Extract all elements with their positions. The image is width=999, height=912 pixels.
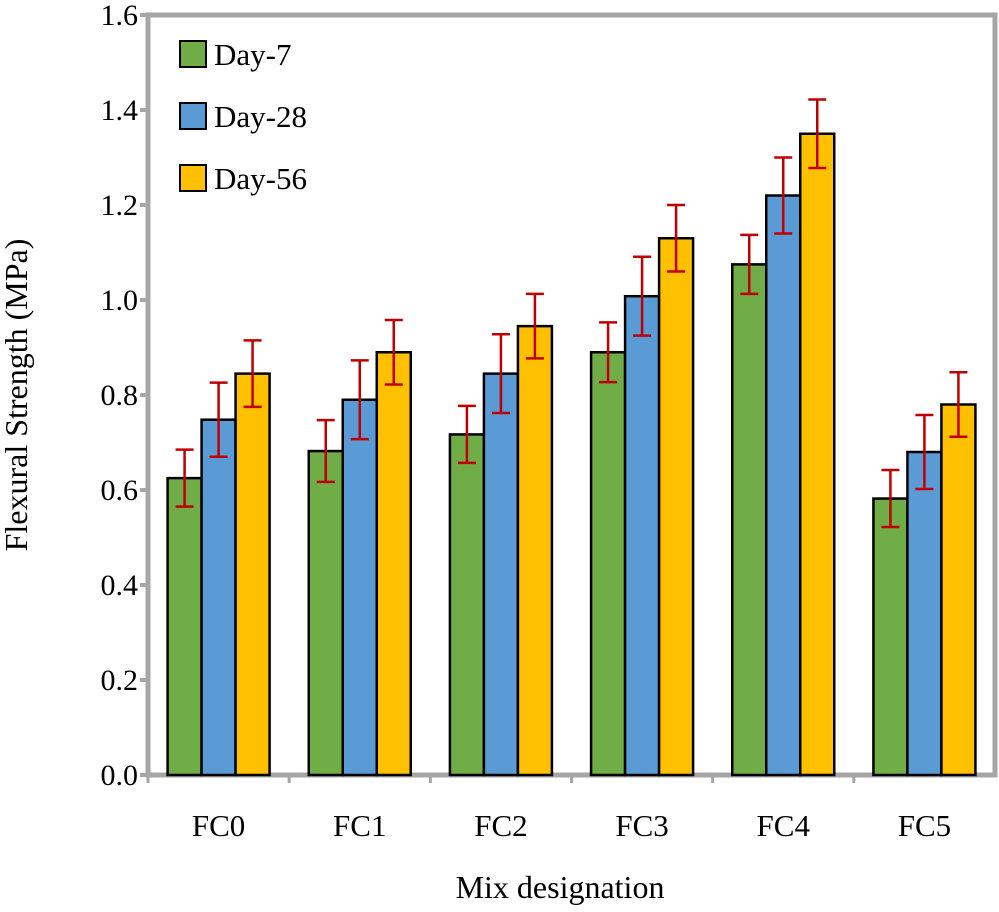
y-tick-label: 1.4 [101,94,139,127]
bar-day-56 [799,132,836,777]
bar-day-56 [375,351,412,777]
bar-day-28 [623,294,661,777]
y-tick-label: 0.0 [101,759,139,792]
x-tick-label: FC3 [615,808,668,843]
y-tick-label: 0.2 [101,664,139,697]
bar-day-7 [589,351,627,777]
bar-day-7 [872,497,909,777]
bar-day-56 [234,372,271,777]
x-tick-label: FC1 [333,808,386,843]
x-tick-label: FC4 [757,808,811,843]
bar-day-28 [200,418,237,777]
bar-day-28 [341,398,378,777]
bar-day-28 [765,194,802,777]
axis-layer: 0.0 0.2 0.4 0.6 0.8 1.0 1.2 1.4 1.6 FC0 FC1 FC2 FC3 F… [101,0,952,843]
x-axis-title: Mix designation [456,869,665,905]
y-tick-label: 1.0 [101,284,139,317]
x-tick-label: FC2 [474,808,527,843]
legend-swatch [179,40,207,68]
bar-day-56 [516,324,554,777]
legend-swatch [179,102,207,130]
bar-day-28 [906,450,943,777]
bar-day-7 [731,263,768,777]
y-tick-label: 1.2 [101,189,139,222]
x-tick-label: FC5 [898,808,951,843]
bar-day-56 [940,403,977,777]
bar-day-56 [657,237,695,777]
y-tick-label: 0.8 [101,379,139,412]
legend-label: Day-7 [214,37,291,72]
legend-swatch [179,164,207,192]
y-tick-label: 0.4 [101,569,139,602]
bars-layer [166,98,977,777]
bar-day-7 [307,449,344,777]
legend-label: Day-28 [214,99,307,134]
bar-day-7 [448,433,486,777]
bar-day-28 [482,372,520,777]
y-tick-label: 0.6 [101,474,139,507]
x-tick-label: FC0 [192,808,245,843]
y-axis-title: Flexural Strength (MPa) [0,239,34,552]
legend: Day-7 Day-28 Day-56 [179,37,307,196]
y-tick-label: 1.6 [101,0,139,32]
bar-day-7 [166,476,203,777]
legend-label: Day-56 [214,161,307,196]
